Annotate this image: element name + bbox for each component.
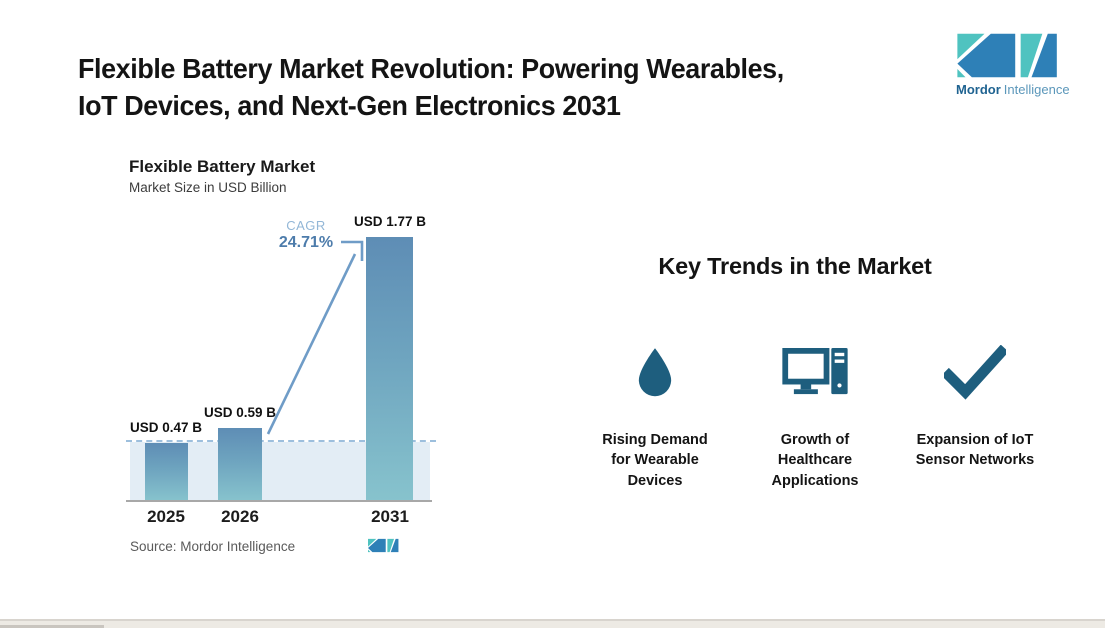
key-trends-heading: Key Trends in the Market [658,253,932,279]
cagr-value: 24.71% [278,234,334,251]
water-drop-icon [638,348,672,397]
x-tick-2025: 2025 [147,507,185,526]
value-label-2025: USD 0.47 B [129,420,203,435]
desktop-computer-icon [782,348,848,395]
plot-area: USD 0.47 B USD 0.59 B USD 1.77 B CAGR 24… [126,210,436,526]
chart-subtitle: Market Size in USD Billion [129,180,287,195]
page-bottom-corner [0,625,104,628]
trend-item-healthcare: Growth of Healthcare Applications [735,338,895,491]
bar-2026 [218,428,262,501]
baseline-dashed-line [126,440,436,442]
value-label-2031: USD 1.77 B [353,214,427,229]
brand-name-light: Intelligence [1003,82,1070,97]
page-title: Flexible Battery Market Revolution: Powe… [78,50,904,124]
page-title-line2: IoT Devices, and Next-Gen Electronics 20… [78,90,621,121]
trend-label-wearables: Rising Demand for Wearable Devices [602,432,708,489]
mordor-logo-small-icon [368,538,399,553]
page-bottom-divider [0,619,1105,621]
brand-wordmark: Mordor Intelligence [956,82,1070,97]
bar-2031 [366,237,413,501]
x-tick-2026: 2026 [221,507,259,526]
brand-name-bold: Mordor [956,82,1001,97]
cagr-annotation: CAGR 24.71% [279,218,333,252]
trend-label-healthcare: Growth of Healthcare Applications [771,432,859,489]
key-trends-section: Rising Demand for Wearable Devices Growt… [575,338,1055,491]
mordor-intelligence-logo-icon [957,33,1057,78]
value-label-2026: USD 0.59 B [203,405,277,420]
page-title-line1: Flexible Battery Market Revolution: Powe… [78,53,784,84]
x-axis-line [126,500,432,502]
source-text: Source: Mordor Intelligence [130,539,296,554]
x-tick-2031: 2031 [371,507,409,526]
brand-logo: Mordor Intelligence [956,32,1070,97]
trend-item-wearables: Rising Demand for Wearable Devices [575,338,735,491]
trend-item-iot: Expansion of IoT Sensor Networks [895,338,1055,491]
trend-label-iot: Expansion of IoT Sensor Networks [915,432,1035,469]
cagr-label: CAGR [286,218,326,233]
bar-2025 [145,443,188,501]
page-bottom-edge [0,621,1105,628]
chart-title: Flexible Battery Market [129,157,316,176]
checkmark-icon [944,344,1006,400]
